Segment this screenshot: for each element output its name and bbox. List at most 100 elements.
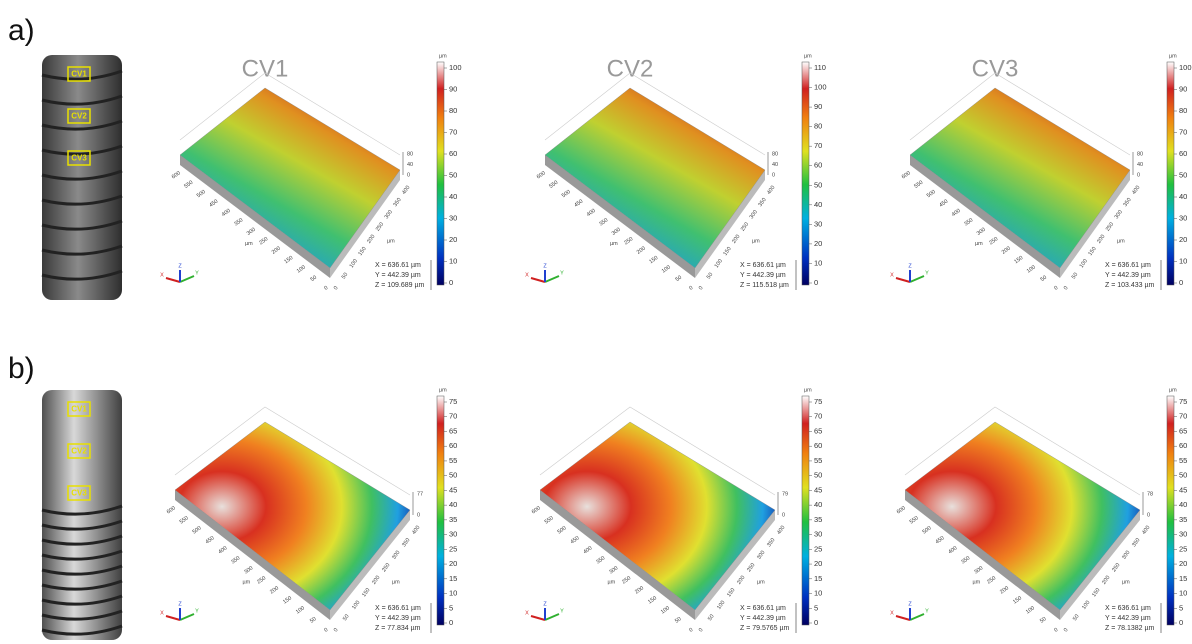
z-axis-tick: 80 <box>1137 151 1143 157</box>
surface <box>909 87 1131 269</box>
axis-y <box>179 613 195 621</box>
colorbar-tick-label: 50 <box>814 471 822 480</box>
readout: X = 636.61 µm <box>740 605 786 612</box>
x-axis-tick: 600 <box>536 170 547 180</box>
colorbar-tick-label: 50 <box>449 471 457 480</box>
y-axis-tick: 300 <box>1114 209 1124 220</box>
axis-letter: Y <box>560 270 564 276</box>
colorbar-tick-label: 65 <box>449 426 457 435</box>
colorbar-tick-label: 5 <box>1179 603 1183 612</box>
z-axis-tick: 0 <box>1147 512 1150 518</box>
thread <box>41 549 123 561</box>
readout: X = 636.61 µm <box>1105 262 1151 269</box>
x-axis-unit: µm <box>610 241 618 247</box>
x-axis-tick: 500 <box>557 525 568 535</box>
surface-wall <box>910 155 1060 278</box>
y-axis-tick: 250 <box>746 562 756 573</box>
z-axis-tick: 40 <box>1137 162 1143 168</box>
colorbar-tick-label: 80 <box>814 122 822 131</box>
axis-y <box>909 275 925 283</box>
axis-x <box>895 615 911 621</box>
colorbar-unit: µm <box>804 53 812 59</box>
colorbar-tick-label: 10 <box>449 589 457 598</box>
thread <box>41 579 123 591</box>
axis-y <box>544 613 560 621</box>
x-axis-tick: 550 <box>183 180 194 190</box>
y-axis-tick: 150 <box>726 587 736 598</box>
colorbar-unit: µm <box>439 53 447 59</box>
x-axis-tick: 400 <box>951 208 962 218</box>
x-axis-tick: 100 <box>296 264 307 274</box>
colorbar-tick-label: 5 <box>814 603 818 612</box>
y-axis-tick: 300 <box>1121 550 1131 561</box>
x-axis-tick: 50 <box>675 275 683 283</box>
colorbar-tick-label: 60 <box>814 161 822 170</box>
x-axis-unit: µm <box>973 579 981 585</box>
y-axis-tick: 0 <box>698 627 705 633</box>
colorbar-tick-label: 70 <box>814 141 822 150</box>
x-axis-tick: 200 <box>999 585 1010 595</box>
axis-y <box>909 613 925 621</box>
x-axis-tick: 350 <box>233 217 244 227</box>
axis-letter: Y <box>195 608 199 614</box>
colorbar-tick-label: 35 <box>449 515 457 524</box>
thread <box>41 534 123 546</box>
colorbar-tick-label: 20 <box>814 559 822 568</box>
thread <box>41 194 123 206</box>
colorbar-tick-label: 15 <box>449 574 457 583</box>
y-axis-unit: µm <box>752 238 760 244</box>
y-axis-unit: µm <box>1117 238 1125 244</box>
x-axis-tick: 300 <box>608 565 619 575</box>
z-axis-tick: 0 <box>782 512 785 518</box>
readout: Z = 109.689 µm <box>375 282 425 289</box>
colorbar <box>801 395 810 626</box>
readout: Y = 442.39 µm <box>375 615 421 622</box>
colorbar-unit: µm <box>804 387 812 393</box>
x-axis-tick: 400 <box>217 545 228 555</box>
readout: Z = 115.518 µm <box>740 282 789 289</box>
plot-title: CV3 <box>972 55 1019 82</box>
colorbar-tick-label: 25 <box>814 544 822 553</box>
y-axis-tick: 250 <box>740 222 750 233</box>
y-axis-tick: 350 <box>1123 197 1133 208</box>
z-axis-tick: 0 <box>1137 172 1140 178</box>
colorbar-tick-label: 20 <box>1179 235 1187 244</box>
x-axis-tick: 500 <box>561 189 572 199</box>
axis-letter: X <box>525 272 529 278</box>
x-axis-tick: 100 <box>1025 605 1036 615</box>
plot-title: CV2 <box>607 55 654 82</box>
box-edge <box>539 406 776 496</box>
y-axis-tick: 250 <box>381 562 391 573</box>
y-axis-tick: 350 <box>393 197 403 208</box>
implant-label: CV1 <box>71 405 87 414</box>
x-axis-tick: 450 <box>938 199 949 209</box>
x-axis-tick: 350 <box>595 555 606 565</box>
thread <box>41 169 123 181</box>
colorbar <box>1166 61 1175 286</box>
box-edge <box>904 406 1141 496</box>
x-axis-tick: 0 <box>323 285 329 292</box>
colorbar-tick-label: 0 <box>1179 618 1183 627</box>
surface-wall <box>180 155 330 278</box>
surface-wall <box>330 510 410 620</box>
x-axis-unit: µm <box>608 579 616 585</box>
x-axis-tick: 200 <box>634 585 645 595</box>
panel-label: b) <box>8 352 35 385</box>
x-axis-tick: 150 <box>282 595 293 605</box>
surface <box>179 87 401 269</box>
surface-wall <box>695 510 775 620</box>
x-axis-tick: 150 <box>283 255 294 265</box>
colorbar-tick-label: 25 <box>449 544 457 553</box>
colorbar-tick-label: 30 <box>814 530 822 539</box>
colorbar-tick-label: 45 <box>814 485 822 494</box>
axis-letter: Z <box>908 263 912 269</box>
colorbar-tick-label: 70 <box>814 412 822 421</box>
x-axis-tick: 0 <box>323 627 329 634</box>
colorbar-tick-label: 50 <box>1179 471 1187 480</box>
implant-box <box>67 150 91 166</box>
y-axis-unit: µm <box>392 579 400 585</box>
x-axis-tick: 300 <box>611 227 622 237</box>
x-axis-tick: 200 <box>636 246 647 256</box>
x-axis-tick: 250 <box>988 236 999 246</box>
implant-box <box>67 66 91 82</box>
